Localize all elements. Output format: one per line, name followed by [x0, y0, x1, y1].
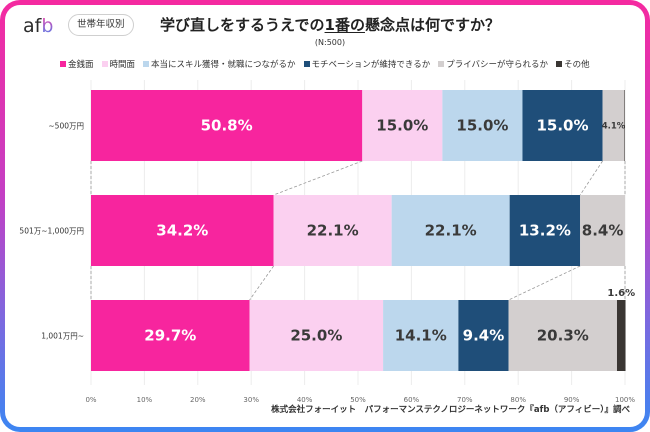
bar-segment	[509, 195, 581, 266]
category-label: ~500万円	[48, 122, 84, 131]
data-label: 34.2%	[156, 222, 208, 240]
legend-item: 時間面	[101, 58, 136, 70]
data-label: 8.4%	[582, 222, 624, 240]
x-tick-label: 30%	[243, 396, 259, 404]
legend-swatch	[556, 61, 563, 67]
title-emphasis: 1番の	[324, 16, 365, 34]
x-tick-label: 20%	[190, 396, 206, 404]
x-tick-label: 40%	[297, 396, 313, 404]
bar-segment	[391, 195, 510, 266]
bar-segment	[91, 90, 363, 161]
x-tick-label: 100%	[615, 396, 635, 404]
logo-accent: b	[41, 15, 54, 37]
legend-item: その他	[556, 58, 590, 70]
afb-logo: afb	[23, 15, 53, 37]
connector-line	[579, 160, 603, 196]
sample-size: (N:500)	[314, 38, 346, 47]
bar-segment	[616, 300, 626, 371]
x-tick-label: 80%	[510, 396, 526, 404]
bar-segment	[602, 90, 625, 161]
bar-segment	[383, 300, 459, 371]
bar-segment	[362, 90, 443, 161]
legend-label: プライバシーが守られるか	[446, 60, 549, 70]
data-label: 15.0%	[376, 117, 428, 135]
title-part-2: 懸念点は何ですか？	[364, 16, 500, 34]
bar-segment	[458, 300, 509, 371]
source-credit: 株式会社フォーイット パフォーマンステクノロジーネットワーク『afb（アフィビー…	[271, 405, 630, 415]
x-tick-label: 0%	[85, 396, 96, 404]
bar-segment	[508, 300, 617, 371]
category-label: 501万~1,000万円	[19, 227, 84, 236]
bar-segment	[91, 195, 274, 266]
bar-segment	[91, 300, 250, 371]
data-label: 15.0%	[456, 117, 508, 135]
data-label: 1.6%	[607, 288, 635, 299]
legend-swatch	[303, 61, 310, 67]
legend-item: 金銭面	[60, 58, 94, 70]
legend-item: 本当にスキル獲得・就職につながるか	[143, 58, 296, 70]
legend-swatch	[60, 61, 66, 67]
bar-segment	[624, 90, 625, 161]
x-tick-label: 50%	[350, 396, 366, 404]
data-label: 22.1%	[425, 222, 477, 240]
connector-line	[273, 160, 363, 196]
category-label: 1,001万円~	[41, 332, 84, 341]
title-part-1: 学び直しをするうえでの	[159, 16, 325, 34]
data-label: 15.0%	[536, 117, 588, 135]
legend-item: プライバシーが守られるか	[438, 58, 548, 70]
legend-label: 金銭面	[68, 60, 94, 70]
data-label: 29.7%	[144, 327, 196, 345]
logo-text: af	[23, 15, 42, 37]
legend-label: モチベーションが維持できるか	[311, 60, 431, 70]
data-label: 9.4%	[463, 327, 505, 345]
data-label: 13.2%	[519, 222, 571, 240]
data-label: 20.3%	[537, 327, 589, 345]
bar-segment	[273, 195, 392, 266]
legend-label: 時間面	[109, 60, 136, 70]
legend-swatch	[101, 61, 108, 67]
bar-segment	[580, 195, 625, 266]
segment-badge: 世帯年収別	[68, 14, 134, 36]
connector-line	[249, 265, 274, 301]
data-label: 50.8%	[201, 117, 253, 135]
x-tick-label: 60%	[404, 396, 420, 404]
legend-swatch	[143, 61, 150, 67]
data-label: 14.1%	[395, 327, 447, 345]
legend-label: その他	[564, 60, 590, 70]
x-tick-label: 90%	[564, 396, 580, 404]
legend-swatch	[438, 61, 445, 67]
bar-segment	[442, 90, 523, 161]
connector-line	[508, 265, 581, 301]
legend: 金銭面 時間面 本当にスキル獲得・就職につながるか モチベーションが維持できるか プライ…	[60, 58, 640, 70]
bar-segment	[249, 300, 384, 371]
data-label: 22.1%	[307, 222, 359, 240]
data-label: 4.1%	[602, 122, 626, 132]
chart-title: 学び直しをするうえでの1番の懸念点は何ですか？	[120, 14, 540, 35]
legend-label: 本当にスキル獲得・就職につながるか	[151, 60, 296, 70]
x-tick-label: 10%	[137, 396, 153, 404]
legend-item: モチベーションが維持できるか	[303, 58, 431, 70]
x-tick-label: 70%	[457, 396, 473, 404]
bar-segment	[522, 90, 603, 161]
data-label: 25.0%	[290, 327, 342, 345]
